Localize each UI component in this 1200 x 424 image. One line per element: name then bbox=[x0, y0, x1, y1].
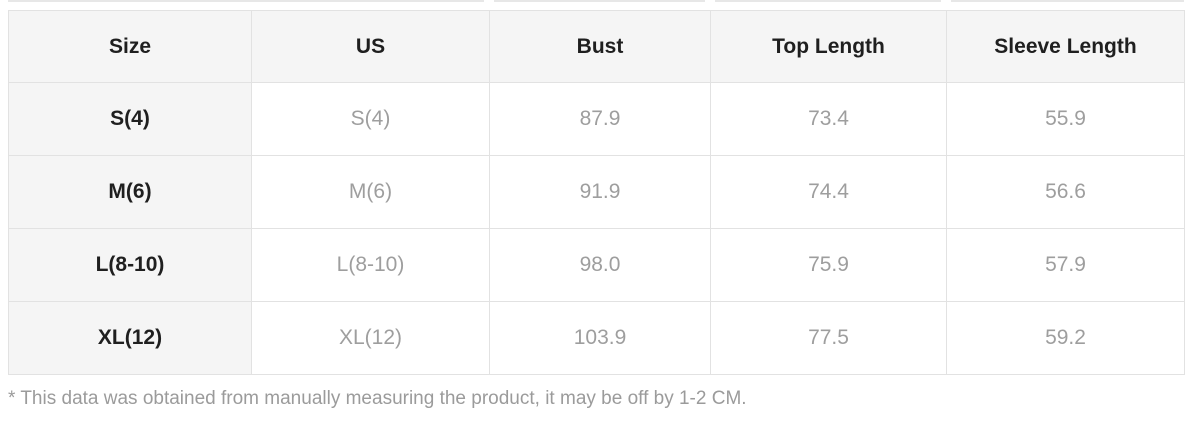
header-row: Size US Bust Top Length Sleeve Length bbox=[8, 10, 1185, 83]
cell-top-length-value: 77.5 bbox=[710, 301, 947, 375]
header-cell-bust: Bust bbox=[489, 10, 711, 83]
size-row-l: L(8-10) L(8-10) 98.0 75.9 57.9 bbox=[8, 228, 1185, 302]
cell-us-value: M(6) bbox=[251, 155, 490, 229]
cropped-content-fragment bbox=[951, 0, 1184, 2]
header-cell-top-length: Top Length bbox=[710, 10, 947, 83]
row-label-size: M(6) bbox=[8, 155, 252, 229]
cell-bust-value: 87.9 bbox=[489, 82, 711, 156]
cell-us-value: L(8-10) bbox=[251, 228, 490, 302]
size-row-xl: XL(12) XL(12) 103.9 77.5 59.2 bbox=[8, 301, 1185, 375]
cell-top-length-value: 74.4 bbox=[710, 155, 947, 229]
row-label-size: L(8-10) bbox=[8, 228, 252, 302]
cell-top-length-value: 75.9 bbox=[710, 228, 947, 302]
cell-us-value: S(4) bbox=[251, 82, 490, 156]
cell-bust-value: 91.9 bbox=[489, 155, 711, 229]
size-row-s: S(4) S(4) 87.9 73.4 55.9 bbox=[8, 82, 1185, 156]
cell-sleeve-length-value: 59.2 bbox=[946, 301, 1185, 375]
cell-us-value: XL(12) bbox=[251, 301, 490, 375]
cell-sleeve-length-value: 55.9 bbox=[946, 82, 1185, 156]
cropped-content-fragment bbox=[8, 0, 484, 2]
cropped-content-fragment bbox=[715, 0, 941, 2]
cell-bust-value: 103.9 bbox=[489, 301, 711, 375]
cropped-content-fragment bbox=[494, 0, 705, 2]
size-row-m: M(6) M(6) 91.9 74.4 56.6 bbox=[8, 155, 1185, 229]
cell-bust-value: 98.0 bbox=[489, 228, 711, 302]
measurement-disclaimer: * This data was obtained from manually m… bbox=[8, 388, 747, 409]
size-chart-table: Size US Bust Top Length Sleeve Length S(… bbox=[8, 10, 1185, 375]
row-label-size: S(4) bbox=[8, 82, 252, 156]
header-cell-size: Size bbox=[8, 10, 252, 83]
header-cell-us: US bbox=[251, 10, 490, 83]
cell-sleeve-length-value: 56.6 bbox=[946, 155, 1185, 229]
cell-sleeve-length-value: 57.9 bbox=[946, 228, 1185, 302]
cell-top-length-value: 73.4 bbox=[710, 82, 947, 156]
header-cell-sleeve-length: Sleeve Length bbox=[946, 10, 1185, 83]
row-label-size: XL(12) bbox=[8, 301, 252, 375]
